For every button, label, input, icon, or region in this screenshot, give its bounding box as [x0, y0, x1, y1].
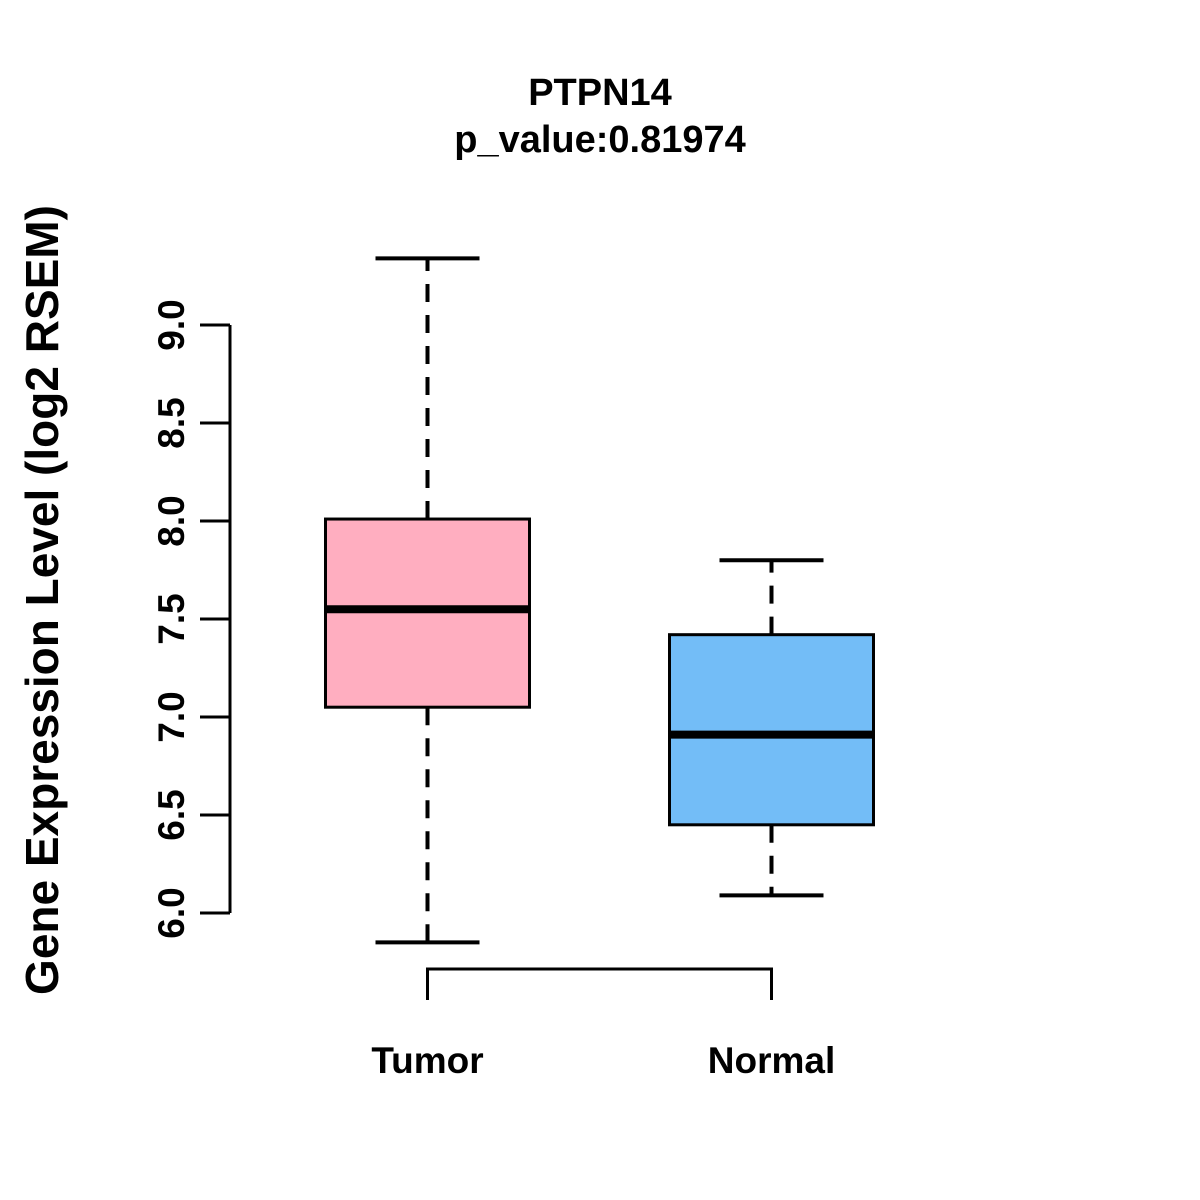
y-axis-tick-label: 7.0 — [151, 691, 192, 742]
comparison-bracket — [426, 967, 773, 1000]
gene-name-title: PTPN14 — [528, 72, 672, 114]
chart-title: PTPN14 p_value:0.81974 — [454, 70, 746, 164]
y-axis-tick-label: 6.0 — [151, 887, 192, 938]
y-axis-tick-label: 6.5 — [151, 789, 192, 840]
box-normal — [668, 633, 875, 827]
x-category-label-normal: Normal — [707, 1040, 836, 1081]
x-category-label-tumor: Tumor — [371, 1040, 484, 1081]
y-axis-tick-label: 7.5 — [151, 593, 192, 644]
y-axis-tick-label: 8.5 — [151, 397, 192, 448]
y-axis-tick-label: 8.0 — [151, 495, 192, 546]
y-axis-tick-label: 9.0 — [151, 299, 192, 350]
p-value-subtitle: p_value:0.81974 — [454, 119, 746, 161]
